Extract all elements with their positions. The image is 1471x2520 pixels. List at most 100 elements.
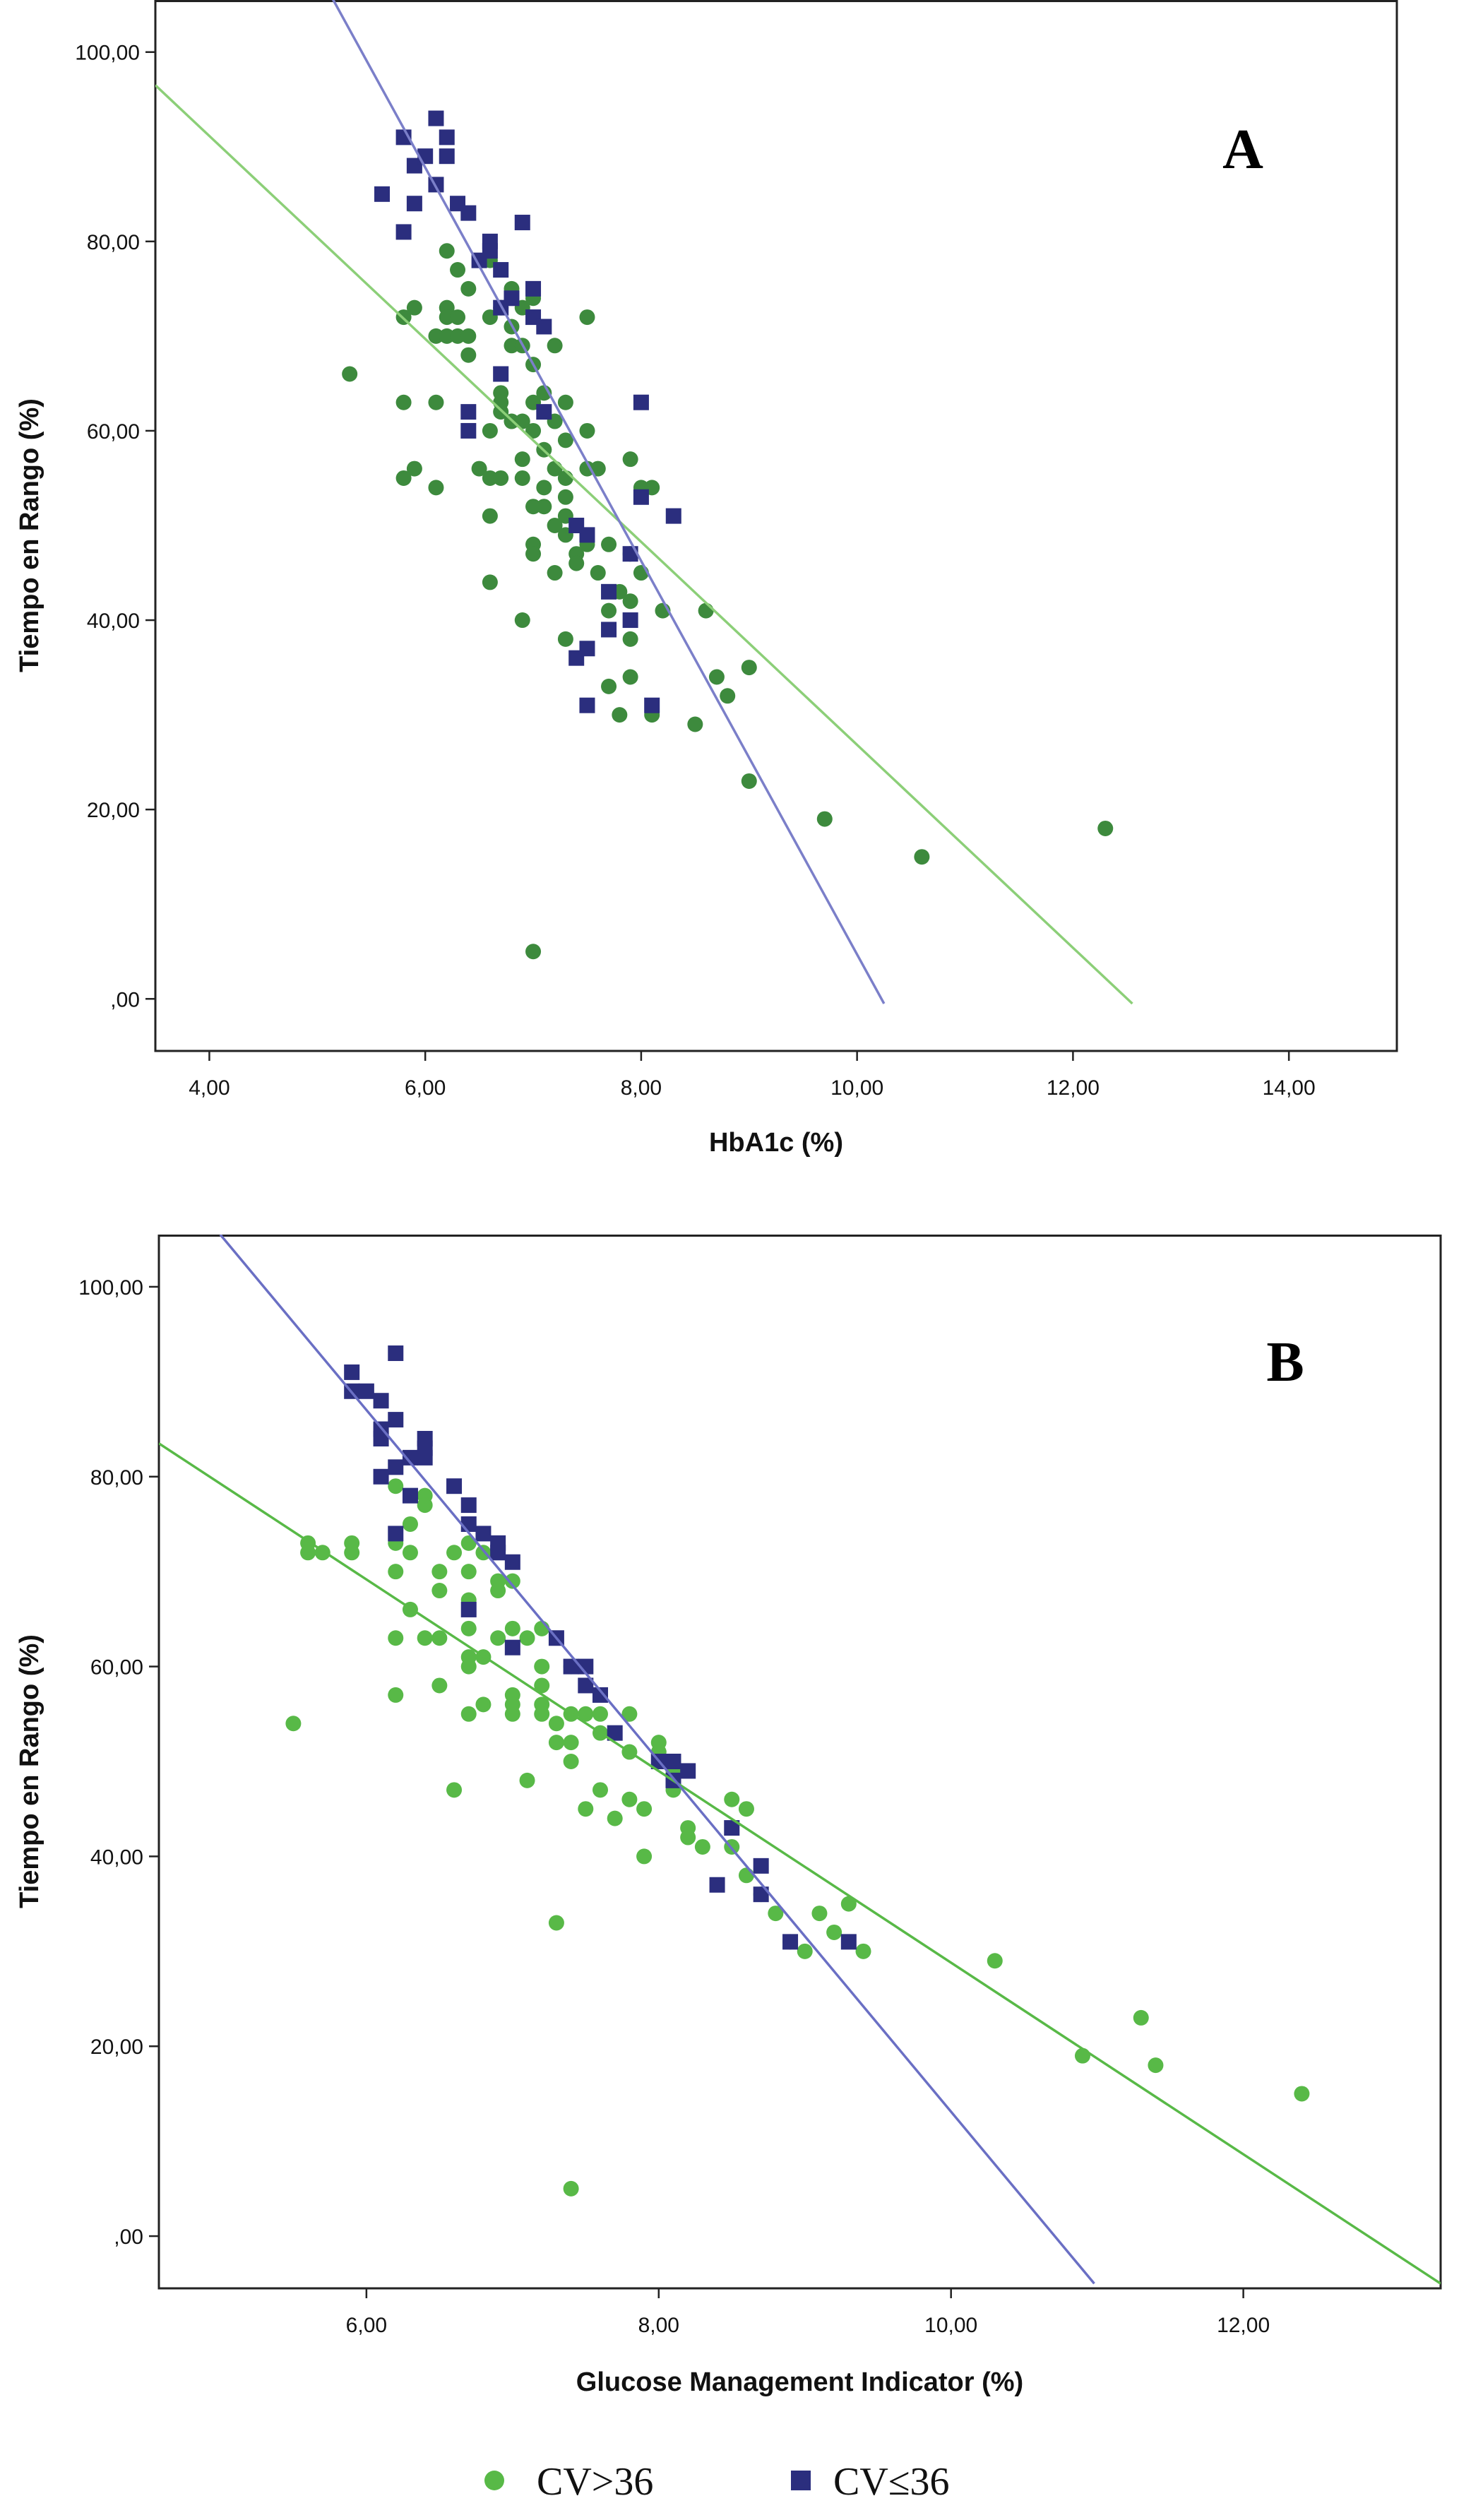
y-axis-title: Tiempo en Rango (%) (15, 398, 44, 672)
x-axis-title: HbA1c (%) (709, 1128, 843, 1158)
data-point (816, 811, 833, 827)
data-point (439, 309, 455, 326)
data-point (534, 1677, 550, 1694)
data-point (519, 1630, 535, 1646)
data-point (738, 1801, 754, 1817)
data-point (431, 1677, 448, 1694)
y-tick-label: 80,00 (87, 231, 140, 254)
data-point (504, 338, 520, 354)
data-point (601, 536, 617, 552)
data-point (373, 1393, 389, 1409)
x-tick-label: 8,00 (621, 1076, 662, 1100)
plot-area (159, 1235, 1441, 2285)
data-point (557, 432, 573, 448)
data-point (373, 1430, 389, 1446)
y-tick-label: ,00 (114, 2225, 143, 2249)
data-point (563, 1735, 579, 1751)
data-point (519, 1772, 535, 1788)
data-point (395, 224, 412, 240)
y-tick-label: 60,00 (90, 1656, 143, 1680)
data-point (482, 470, 498, 486)
data-point (300, 1545, 316, 1561)
data-point (490, 1583, 506, 1599)
data-point (563, 2180, 579, 2197)
panel-label: A (1222, 119, 1263, 181)
data-point (680, 1829, 696, 1846)
x-tick-label: 12,00 (1047, 1076, 1100, 1100)
data-point (622, 612, 638, 629)
data-point (914, 849, 930, 865)
data-point (388, 1459, 404, 1475)
data-point (428, 110, 444, 126)
data-point (504, 1573, 520, 1589)
data-point (536, 404, 552, 420)
data-point (428, 480, 444, 496)
data-point (601, 678, 617, 694)
data-point (548, 1915, 564, 1931)
data-point (579, 527, 595, 543)
data-point (621, 1791, 638, 1807)
data-point (636, 1801, 653, 1817)
x-tick-label: 12,00 (1217, 2314, 1270, 2337)
legend-circle-marker (484, 2471, 504, 2490)
data-point (460, 1658, 477, 1675)
data-point (578, 1677, 594, 1694)
data-point (504, 1706, 520, 1722)
data-point (406, 299, 422, 316)
data-point (460, 347, 477, 363)
data-point (590, 460, 606, 477)
data-point (708, 669, 725, 685)
plot-frame (154, 0, 1398, 1052)
data-point (482, 574, 498, 590)
data-point (621, 1706, 638, 1722)
legend-label-cv-high: CV>36 (537, 2460, 653, 2504)
data-point (402, 1487, 418, 1504)
data-point (840, 1896, 857, 1912)
data-point (557, 489, 573, 505)
data-point (514, 451, 530, 468)
data-point (431, 1630, 448, 1646)
data-point (439, 243, 455, 259)
data-point (633, 489, 649, 505)
y-tick-label: 20,00 (90, 2035, 143, 2059)
data-point (439, 148, 455, 165)
data-point (724, 1791, 740, 1807)
data-point (768, 1906, 784, 1922)
data-point (388, 1564, 404, 1580)
data-point (344, 1364, 360, 1380)
data-point (475, 1526, 492, 1542)
data-point (344, 1545, 360, 1561)
data-point (534, 1658, 550, 1675)
x-tick-label: 10,00 (924, 2314, 977, 2337)
fit-line (331, 0, 886, 1004)
data-point (446, 1545, 463, 1561)
data-point (358, 1383, 374, 1399)
y-tick-label: 60,00 (87, 420, 140, 444)
y-tick-label: 100,00 (78, 1276, 143, 1300)
data-point (431, 1583, 448, 1599)
data-point (592, 1782, 609, 1798)
data-point (525, 546, 542, 562)
y-tick-label: 80,00 (90, 1466, 143, 1490)
y-tick-label: 40,00 (90, 1846, 143, 1869)
data-point (826, 1924, 842, 1940)
y-tick-label: 40,00 (87, 610, 140, 633)
data-point (493, 470, 509, 486)
data-point (504, 1620, 520, 1636)
data-point (811, 1906, 828, 1922)
data-point (446, 1478, 463, 1494)
data-point (547, 338, 563, 354)
x-tick-label: 10,00 (830, 1076, 883, 1100)
data-point (388, 1526, 404, 1542)
data-point (855, 1943, 871, 1959)
data-point (388, 1478, 404, 1494)
data-point (622, 631, 638, 647)
data-point (797, 1943, 813, 1959)
data-point (563, 1754, 579, 1769)
panel-b: 6,00 8,00 10,00 12,00 ,00 20,00 40,00 60,00 80,0… (15, 1235, 1442, 2397)
data-point (525, 422, 542, 439)
data-point (460, 1564, 477, 1580)
data-point (579, 641, 595, 657)
data-point (446, 1782, 463, 1798)
